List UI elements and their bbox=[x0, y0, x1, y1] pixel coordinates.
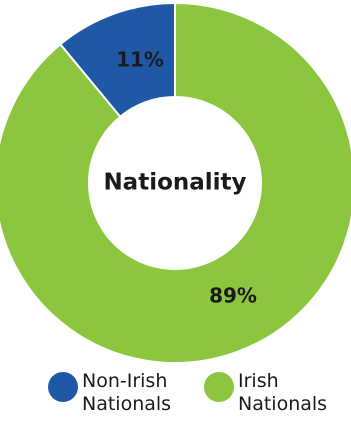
data-label-irish: 89% bbox=[209, 284, 257, 308]
legend: Non-Irish Nationals Irish Nationals bbox=[0, 370, 351, 421]
legend-label-irish-line2: Nationals bbox=[238, 393, 328, 415]
legend-label-non-irish: Non-Irish Nationals bbox=[82, 370, 192, 416]
legend-swatch-non-irish bbox=[48, 372, 78, 402]
legend-label-irish-line1: Irish bbox=[238, 370, 279, 392]
legend-item-irish: Irish Nationals bbox=[204, 370, 344, 421]
legend-label-irish: Irish Nationals bbox=[238, 370, 348, 416]
legend-label-non-irish-line1: Non-Irish bbox=[82, 370, 168, 392]
slice-irish bbox=[0, 1, 351, 364]
data-label-non-irish: 11% bbox=[116, 48, 164, 72]
donut-chart: Nationality 11% 89% bbox=[0, 1, 351, 364]
legend-swatch-irish bbox=[204, 372, 234, 402]
chart-title: Nationality bbox=[103, 170, 246, 196]
legend-label-non-irish-line2: Nationals bbox=[82, 393, 172, 415]
legend-item-non-irish: Non-Irish Nationals bbox=[48, 370, 188, 421]
